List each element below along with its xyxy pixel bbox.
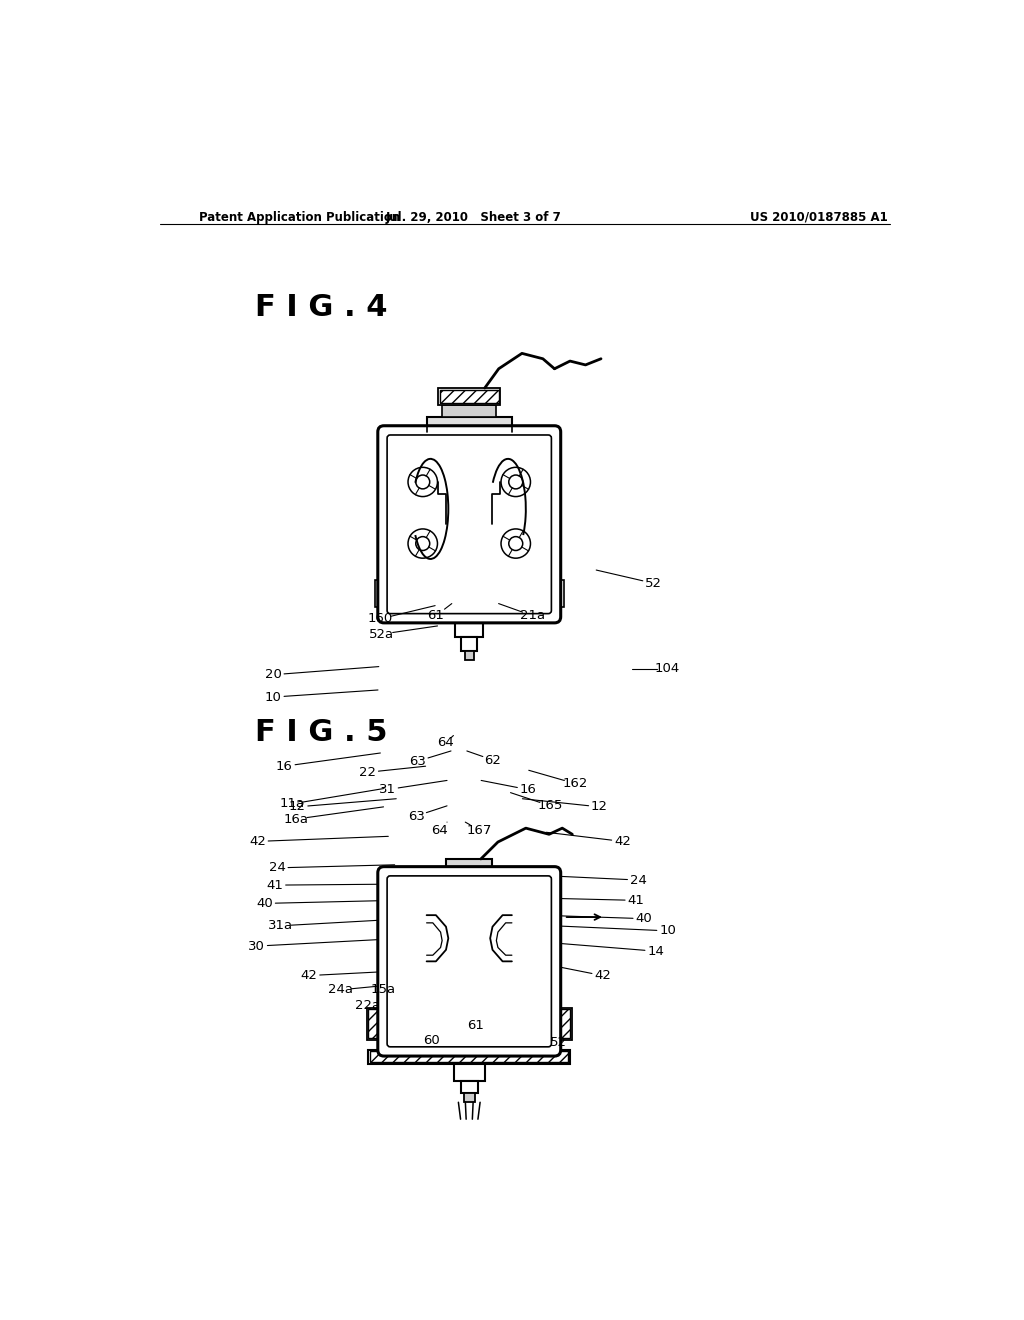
Bar (462, 636, 477, 651)
Bar (369, 1008, 385, 1039)
Bar (439, 389, 499, 404)
Bar (442, 405, 497, 417)
Text: 24: 24 (268, 862, 286, 874)
Text: US 2010/0187885 A1: US 2010/0187885 A1 (750, 211, 888, 224)
Bar (435, 463, 504, 570)
Text: F I G . 5: F I G . 5 (255, 718, 387, 747)
Bar (461, 1081, 478, 1093)
Bar (552, 579, 564, 607)
Text: 24a: 24a (328, 983, 353, 997)
Bar (438, 388, 501, 405)
Text: 40: 40 (636, 912, 652, 925)
Text: 62: 62 (484, 754, 502, 767)
Bar (392, 1012, 547, 1044)
Text: 11a: 11a (280, 797, 305, 810)
Text: 42: 42 (249, 836, 266, 847)
Text: 165: 165 (538, 800, 563, 812)
FancyBboxPatch shape (378, 426, 561, 623)
Bar (446, 859, 493, 873)
Text: Jul. 29, 2010   Sheet 3 of 7: Jul. 29, 2010 Sheet 3 of 7 (385, 211, 561, 224)
Text: 42: 42 (594, 969, 611, 982)
Text: 167: 167 (467, 824, 493, 837)
Text: 22: 22 (359, 766, 376, 779)
FancyBboxPatch shape (378, 867, 561, 1056)
Bar (439, 466, 500, 566)
Bar (392, 581, 547, 611)
Text: Patent Application Publication: Patent Application Publication (200, 211, 400, 224)
Text: 64: 64 (437, 737, 454, 750)
Text: 20: 20 (265, 668, 282, 681)
Text: 12: 12 (289, 800, 305, 813)
Text: 24: 24 (630, 874, 647, 887)
FancyBboxPatch shape (387, 436, 551, 614)
Bar (554, 1008, 570, 1039)
Text: 16: 16 (519, 783, 537, 796)
Text: 61: 61 (467, 1019, 484, 1032)
Text: 31: 31 (379, 783, 396, 796)
Text: 22a: 22a (355, 998, 380, 1011)
Text: 61: 61 (427, 610, 444, 622)
Text: 160: 160 (368, 612, 393, 626)
Text: 52: 52 (551, 1036, 567, 1049)
Text: 162: 162 (562, 777, 588, 789)
Bar (435, 454, 504, 463)
Text: F I G . 4: F I G . 4 (255, 293, 387, 322)
Bar (464, 1093, 475, 1102)
Text: 40: 40 (256, 896, 272, 909)
Bar (370, 1052, 568, 1063)
Bar (465, 651, 474, 660)
Text: 63: 63 (408, 809, 425, 822)
Bar (434, 903, 504, 1007)
Bar (456, 616, 483, 636)
Text: 16: 16 (275, 760, 293, 772)
Text: 42: 42 (300, 969, 317, 982)
Text: 63: 63 (410, 755, 426, 768)
Text: 16a: 16a (284, 813, 309, 825)
Text: 52: 52 (645, 577, 662, 590)
Text: 42: 42 (614, 836, 631, 847)
Text: 30: 30 (248, 940, 265, 953)
Text: 12: 12 (591, 800, 608, 813)
Text: 10: 10 (265, 690, 282, 704)
Text: 15a: 15a (371, 983, 396, 997)
Text: 52a: 52a (370, 627, 394, 640)
FancyBboxPatch shape (387, 876, 551, 1047)
Bar (454, 1064, 484, 1081)
Bar (427, 417, 512, 436)
Text: 60: 60 (424, 1034, 440, 1047)
Text: 14: 14 (647, 945, 665, 958)
Bar (552, 1007, 571, 1040)
Text: 31a: 31a (268, 919, 293, 932)
Bar (369, 1049, 570, 1064)
Text: 10: 10 (659, 924, 676, 937)
Bar (367, 1007, 386, 1040)
Text: 104: 104 (655, 663, 680, 675)
Text: 64: 64 (431, 824, 449, 837)
Bar (434, 867, 504, 874)
Bar (375, 579, 386, 607)
Text: 41: 41 (266, 879, 284, 891)
Text: 21a: 21a (520, 610, 546, 622)
Text: 41: 41 (628, 894, 644, 907)
